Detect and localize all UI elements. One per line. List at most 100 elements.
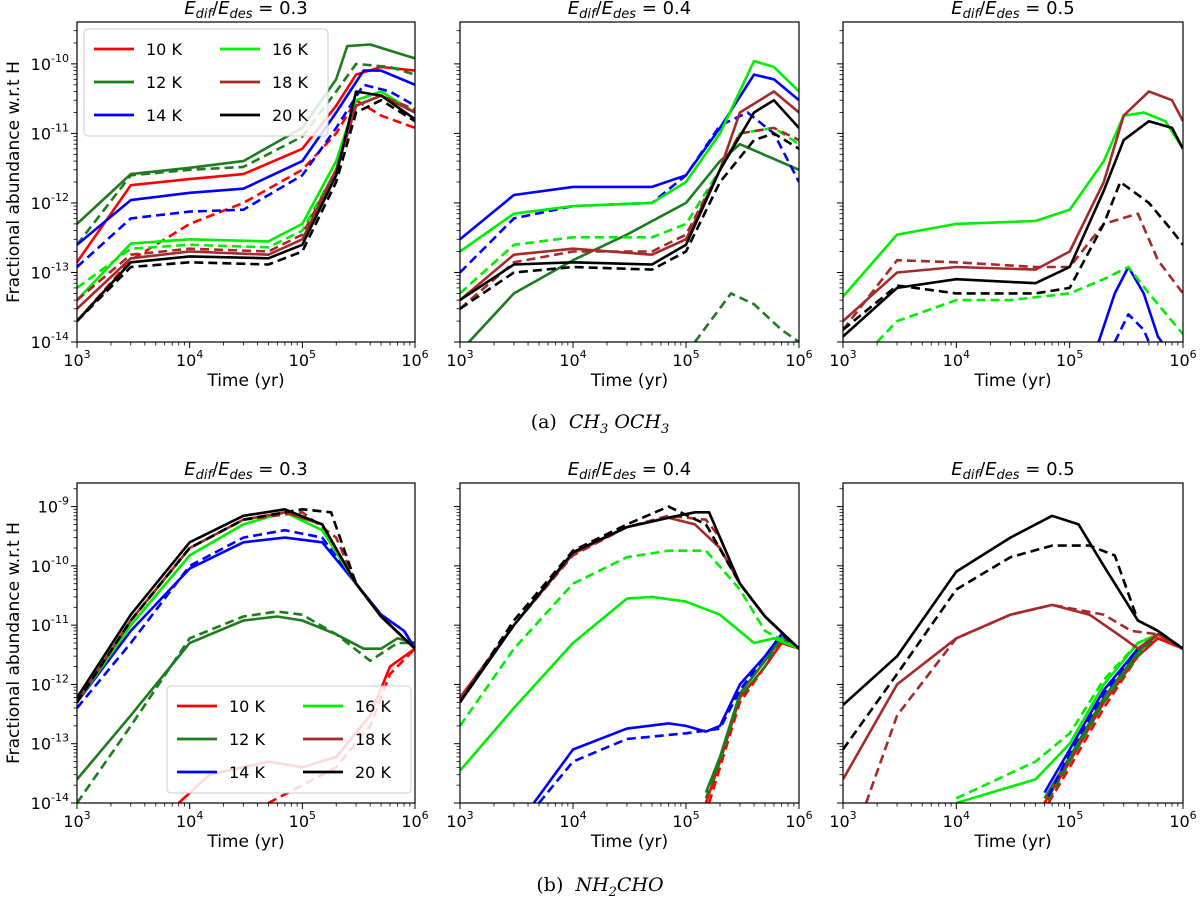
series-line-10K-dashed [707,641,799,803]
legend-label: 16 K [355,697,391,716]
legend: 10 K 12 K 14 K 16 K 18 K 20 K [83,28,329,137]
y-tick-label: 10-13 [31,732,69,754]
series-line-10K-dashed [1047,637,1183,803]
series-line-14K-dashed [1047,633,1183,797]
y-tick-label: 10-9 [38,495,69,517]
series-line-18K-solid [460,516,799,699]
x-tick-label: 104 [176,809,203,831]
panel-title: Edif/Edes = 0.4 [568,459,691,483]
series-line-14K-solid [77,536,415,704]
x-tick-label: 106 [1169,809,1196,831]
x-axis-label: Time (yr) [206,832,284,852]
legend: 10 K 12 K 14 K 16 K 18 K 20 K [166,685,412,794]
x-axis-label: Time (yr) [206,371,284,391]
panel-a-0.5: 103 104 105 106 Edif/Edes = 0.5 Time (yr) [829,0,1196,391]
series-line-20K-dashed [460,505,799,704]
x-axis-label: Time (yr) [973,832,1051,852]
legend-label: 14 K [229,763,265,782]
series-line-12K-dashed [704,637,799,799]
legend-label: 14 K [146,106,182,125]
plot-frame [459,482,800,804]
series-line-20K-solid [843,514,1183,706]
x-tick-label: 106 [401,809,428,831]
series-line-10K-solid [704,641,799,803]
y-tick-label: 10-14 [31,791,69,813]
series-line-18K-dashed [460,126,799,310]
x-axis-label: Time (yr) [590,371,668,391]
series-line-16K-dashed [876,265,1183,342]
series-group [460,505,799,803]
series-group [460,59,799,342]
caption-a-main: CH [569,411,601,433]
y-tick-label: 10-14 [31,330,69,352]
x-tick-label: 103 [446,809,473,831]
legend-label: 12 K [146,73,182,92]
x-tick-label: 104 [559,809,586,831]
series-line-20K-dashed [843,544,1183,751]
x-tick-label: 105 [1056,348,1083,370]
x-tick-label: 103 [63,348,90,370]
series-line-18K-solid [460,90,799,302]
y-tick-label: 10-13 [31,260,69,282]
series-line-18K-solid [77,94,415,310]
series-line-18K-dashed [864,603,1183,803]
x-axis-label: Time (yr) [973,371,1051,391]
legend-box [166,685,412,794]
series-line-20K-dashed [460,132,799,310]
x-tick-label: 104 [943,809,970,831]
x-axis-label: Time (yr) [590,832,668,852]
x-tick-label: 105 [672,809,699,831]
y-tick-label: 10-10 [31,52,69,74]
y-tick-label: 10-11 [31,613,69,635]
y-tick-label: 10-11 [31,121,69,143]
series-line-14K-dashed [77,528,415,709]
x-tick-label: 103 [829,809,856,831]
series-line-12K-dashed [693,292,799,342]
x-tick-label: 103 [63,809,90,831]
series-line-20K-solid [843,119,1183,338]
series-line-16K-solid [955,633,1183,803]
series-line-16K-dashed [460,126,799,295]
series-line-14K-dashed [1113,313,1151,342]
series-line-12K-dashed [1047,633,1183,802]
caption-b-sub1: 2 [608,885,617,900]
panel-a-0.4: 103 104 105 106 Edif/Edes = 0.4 Time (yr) [446,0,812,391]
caption-a: (a) CH3 OCH3 [531,411,670,437]
x-tick-label: 106 [1169,348,1196,370]
series-line-14K-solid [77,69,415,246]
caption-a-label: (a) [531,411,557,433]
x-tick-label: 105 [672,348,699,370]
x-tick-label: 105 [1056,809,1083,831]
panel-b-0.4: 103 104 105 106 Edif/Edes = 0.4 Time (yr) [446,459,812,852]
panels: 103 104 105 106 10-14 10-13 10-12 10-11 10-10 Edi… [4,0,1197,852]
series-line-14K-solid [532,633,799,803]
series-line-14K-solid [1097,265,1163,342]
x-tick-label: 104 [943,348,970,370]
series-line-20K-solid [77,90,415,322]
panel-title: Edif/Edes = 0.3 [184,0,307,22]
x-tick-label: 104 [559,348,586,370]
x-tick-label: 106 [785,809,812,831]
caption-a-mid: OCH [608,411,661,433]
series-line-16K-dashed [955,633,1183,800]
series-line-20K-solid [77,508,415,699]
caption-a-sub2: 3 [661,422,669,437]
legend-label: 20 K [355,763,391,782]
x-tick-label: 106 [785,348,812,370]
series-line-20K-dashed [77,508,415,704]
legend-label: 18 K [272,73,308,92]
series-line-16K-solid [460,595,799,772]
series-line-14K-dashed [460,111,799,274]
series-line-12K-dashed [77,610,415,803]
y-tick-label: 10-12 [31,672,69,694]
x-tick-label: 105 [289,809,316,831]
legend-label: 18 K [355,730,391,749]
series-group [843,514,1183,803]
series-line-16K-solid [843,111,1183,298]
x-tick-label: 103 [829,348,856,370]
series-line-20K-solid [460,98,799,302]
caption-a-sub1: 3 [600,422,608,437]
series-line-14K-dashed [77,83,415,268]
series-line-20K-solid [460,510,799,704]
series-group [843,90,1183,342]
